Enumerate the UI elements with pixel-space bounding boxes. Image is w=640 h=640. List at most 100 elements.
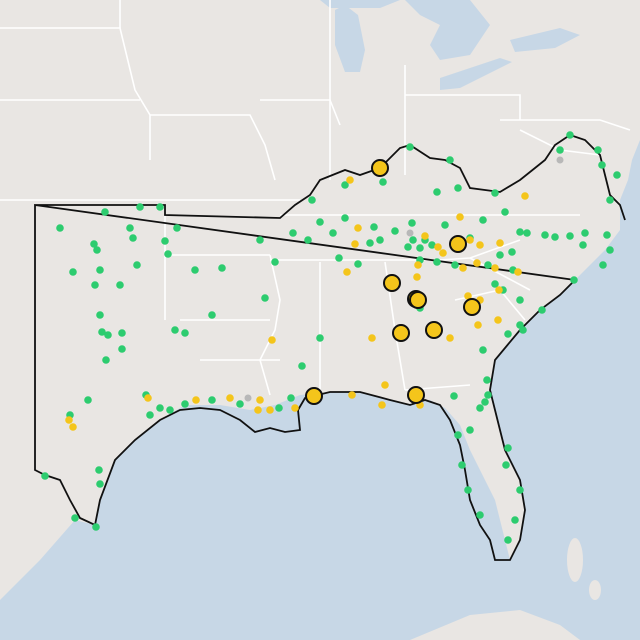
station-marker-yellow[interactable] [413, 273, 421, 281]
station-marker-green[interactable] [379, 178, 387, 186]
station-marker-yellow[interactable] [268, 336, 276, 344]
station-marker-green[interactable] [454, 431, 462, 439]
station-marker-green[interactable] [433, 258, 441, 266]
station-marker-green[interactable] [446, 156, 454, 164]
station-marker-green[interactable] [476, 511, 484, 519]
station-marker-green[interactable] [171, 326, 179, 334]
station-marker-yellow[interactable] [346, 176, 354, 184]
station-marker-green[interactable] [523, 229, 531, 237]
station-marker-green[interactable] [570, 276, 578, 284]
station-marker-green[interactable] [538, 306, 546, 314]
station-marker-green[interactable] [458, 461, 466, 469]
station-marker-green[interactable] [236, 400, 244, 408]
station-marker-green[interactable] [483, 376, 491, 384]
station-marker-green[interactable] [511, 516, 519, 524]
station-marker-green[interactable] [164, 250, 172, 258]
station-marker-green[interactable] [476, 404, 484, 412]
station-marker-yellow[interactable] [351, 240, 359, 248]
station-marker-green[interactable] [91, 281, 99, 289]
station-marker-green[interactable] [409, 236, 417, 244]
station-marker-yellow[interactable] [456, 213, 464, 221]
station-marker-green[interactable] [484, 261, 492, 269]
station-marker-green[interactable] [126, 224, 134, 232]
station-marker-green[interactable] [433, 188, 441, 196]
station-marker-green[interactable] [95, 466, 103, 474]
station-marker-yellow[interactable] [495, 286, 503, 294]
station-marker-green[interactable] [275, 404, 283, 412]
station-marker-green[interactable] [606, 246, 614, 254]
station-marker-green[interactable] [156, 404, 164, 412]
highlighted-station-marker[interactable] [409, 291, 427, 309]
station-marker-yellow[interactable] [378, 401, 386, 409]
station-marker-yellow[interactable] [65, 416, 73, 424]
station-marker-green[interactable] [613, 171, 621, 179]
station-marker-green[interactable] [370, 223, 378, 231]
station-marker-green[interactable] [516, 296, 524, 304]
station-marker-green[interactable] [93, 246, 101, 254]
station-marker-green[interactable] [101, 208, 109, 216]
station-marker-green[interactable] [481, 398, 489, 406]
station-marker-yellow[interactable] [439, 249, 447, 257]
station-marker-yellow[interactable] [368, 334, 376, 342]
station-marker-yellow[interactable] [226, 394, 234, 402]
station-marker-green[interactable] [341, 181, 349, 189]
station-marker-yellow[interactable] [459, 264, 467, 272]
station-marker-green[interactable] [516, 486, 524, 494]
station-marker-yellow[interactable] [476, 241, 484, 249]
station-marker-green[interactable] [133, 261, 141, 269]
station-marker-green[interactable] [603, 231, 611, 239]
station-marker-green[interactable] [376, 236, 384, 244]
station-marker-green[interactable] [406, 143, 414, 151]
station-marker-green[interactable] [156, 203, 164, 211]
station-marker-green[interactable] [308, 196, 316, 204]
station-marker-green[interactable] [92, 523, 100, 531]
station-marker-green[interactable] [96, 480, 104, 488]
station-marker-green[interactable] [579, 241, 587, 249]
station-marker-green[interactable] [599, 261, 607, 269]
station-marker-green[interactable] [566, 131, 574, 139]
highlighted-station-marker[interactable] [449, 235, 467, 253]
station-marker-yellow[interactable] [69, 423, 77, 431]
station-marker-yellow[interactable] [266, 406, 274, 414]
station-marker-green[interactable] [491, 189, 499, 197]
station-marker-green[interactable] [118, 345, 126, 353]
station-marker-green[interactable] [181, 400, 189, 408]
station-marker-green[interactable] [606, 196, 614, 204]
station-marker-green[interactable] [56, 224, 64, 232]
station-marker-green[interactable] [404, 243, 412, 251]
station-marker-green[interactable] [581, 229, 589, 237]
station-marker-gray[interactable] [556, 156, 564, 164]
highlighted-station-marker[interactable] [305, 387, 323, 405]
station-marker-green[interactable] [271, 258, 279, 266]
station-marker-green[interactable] [84, 396, 92, 404]
station-marker-green[interactable] [504, 536, 512, 544]
station-marker-green[interactable] [391, 227, 399, 235]
station-marker-green[interactable] [118, 329, 126, 337]
station-marker-green[interactable] [218, 264, 226, 272]
station-marker-yellow[interactable] [421, 232, 429, 240]
station-marker-yellow[interactable] [144, 394, 152, 402]
station-marker-green[interactable] [104, 331, 112, 339]
station-marker-green[interactable] [96, 311, 104, 319]
station-marker-green[interactable] [466, 426, 474, 434]
station-marker-green[interactable] [408, 219, 416, 227]
station-marker-green[interactable] [566, 232, 574, 240]
station-marker-green[interactable] [316, 334, 324, 342]
station-marker-green[interactable] [69, 268, 77, 276]
station-marker-green[interactable] [304, 236, 312, 244]
station-marker-yellow[interactable] [343, 268, 351, 276]
highlighted-station-marker[interactable] [425, 321, 443, 339]
station-marker-green[interactable] [316, 218, 324, 226]
station-marker-green[interactable] [428, 241, 436, 249]
station-marker-green[interactable] [173, 224, 181, 232]
station-marker-green[interactable] [516, 321, 524, 329]
highlighted-station-marker[interactable] [463, 298, 481, 316]
station-marker-yellow[interactable] [348, 391, 356, 399]
station-marker-green[interactable] [161, 237, 169, 245]
station-marker-green[interactable] [341, 214, 349, 222]
station-marker-green[interactable] [484, 391, 492, 399]
station-marker-green[interactable] [136, 203, 144, 211]
station-marker-yellow[interactable] [256, 396, 264, 404]
